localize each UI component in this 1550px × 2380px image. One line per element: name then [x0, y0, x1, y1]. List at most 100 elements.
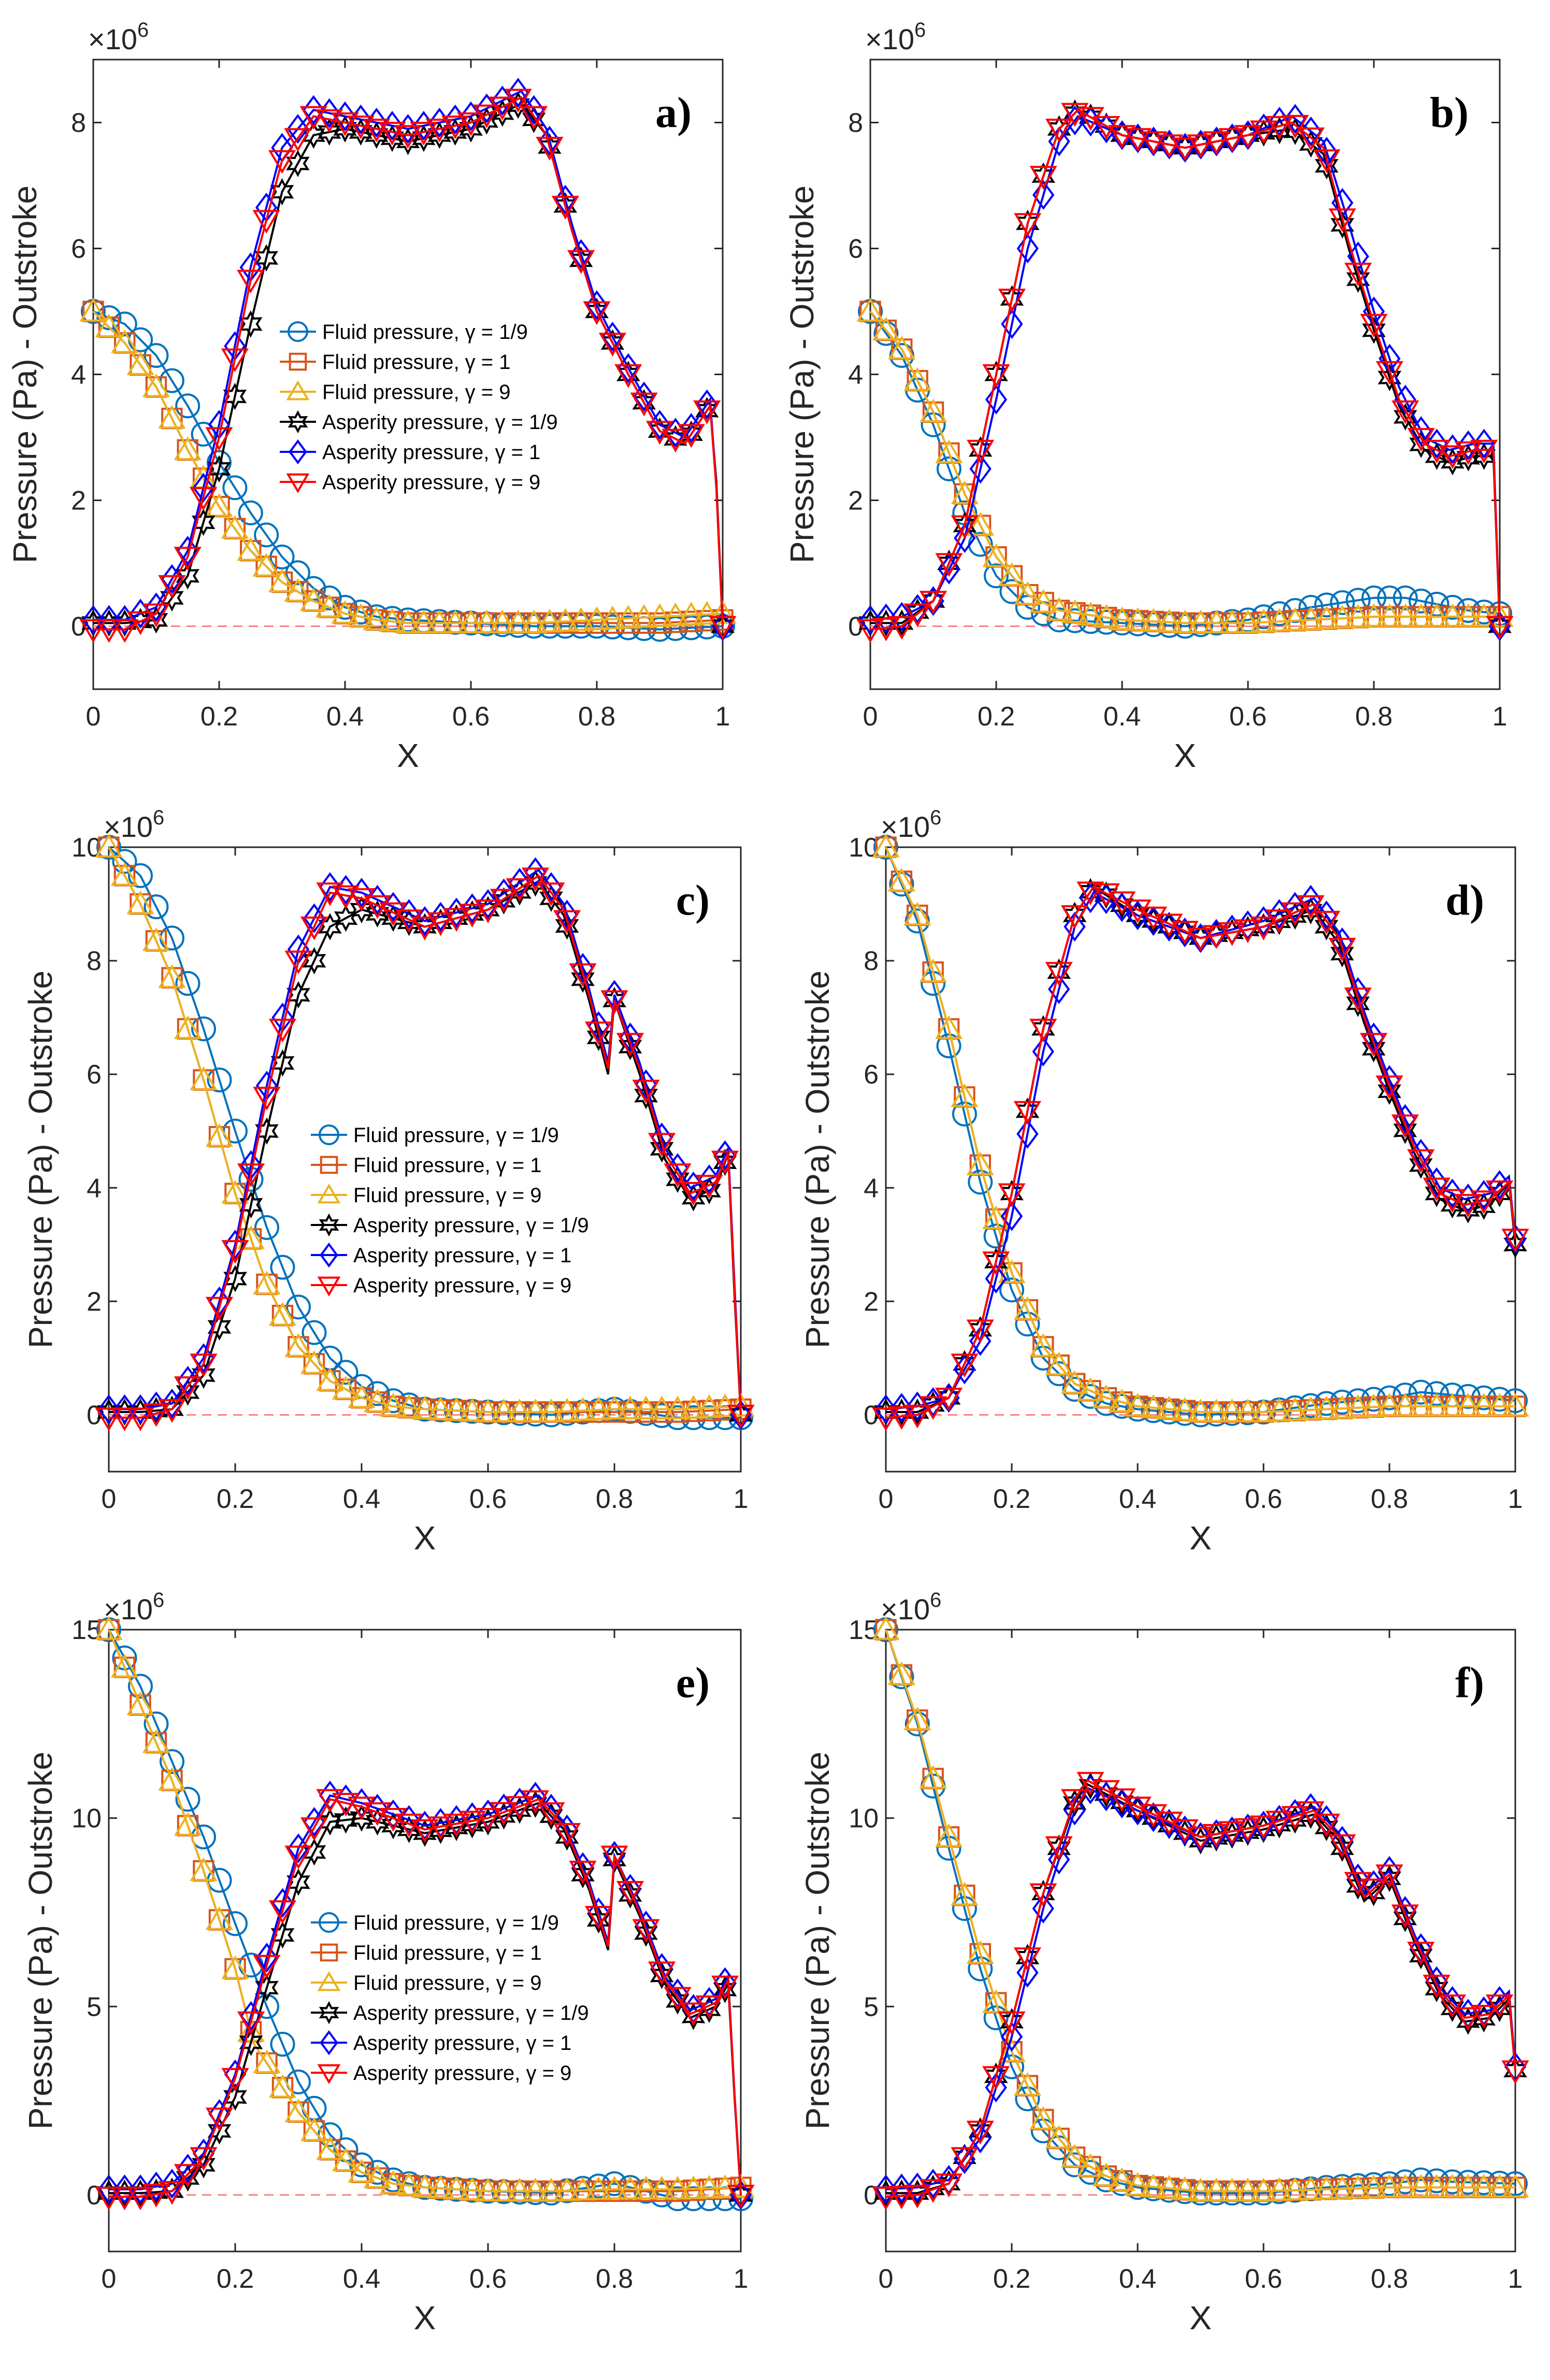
marker-triangle-up: [1281, 1397, 1309, 1421]
marker-triangle-up: [110, 862, 139, 886]
marker-square: [570, 612, 592, 634]
marker-hexagram: [666, 1987, 690, 2015]
marker-diamond: [891, 1393, 913, 1423]
panel-label: a): [655, 89, 692, 137]
marker-triangle-up: [95, 834, 123, 858]
marker-triangle-down: [919, 2179, 947, 2203]
marker-triangle-up: [1375, 1393, 1403, 1417]
marker-circle: [1314, 592, 1339, 618]
x-tick-label: 0.2: [217, 2264, 254, 2294]
legend-entry: Asperity pressure, γ = 1: [322, 441, 540, 464]
marker-triangle-down: [142, 2184, 170, 2208]
marker-circle: [1125, 611, 1151, 636]
marker-triangle-up: [887, 867, 915, 892]
marker-triangle-up: [998, 2038, 1026, 2062]
x-tick-label: 0.8: [596, 2264, 633, 2294]
marker-triangle-down: [1060, 905, 1089, 929]
x-tick-label: 0: [102, 1484, 117, 1514]
marker-triangle-down: [1186, 928, 1215, 952]
marker-triangle-up: [1061, 599, 1089, 623]
marker-triangle-up: [1470, 2174, 1498, 2198]
marker-triangle-down: [1407, 1942, 1435, 1965]
marker-triangle-down: [887, 2186, 915, 2210]
marker-hexagram: [288, 410, 308, 434]
marker-triangle-down: [935, 2173, 963, 2198]
marker-circle: [1015, 1312, 1040, 1337]
y-axis-label: Pressure (Pa) - Outstroke: [6, 186, 44, 563]
y-tick-label: 5: [87, 1992, 102, 2022]
marker-square: [619, 1401, 641, 1423]
marker-triangle-down: [1124, 128, 1152, 152]
marker-circle: [647, 617, 672, 642]
marker-circle: [160, 1749, 184, 1774]
marker-triangle-down: [158, 2181, 186, 2205]
marker-triangle-down: [1344, 262, 1372, 287]
axes-box: [108, 1629, 742, 2253]
y-tick-label: 4: [87, 1173, 102, 1203]
marker-triangle-down: [1281, 1806, 1309, 1830]
marker-triangle-up: [1202, 1399, 1230, 1422]
marker-triangle-up: [1328, 1395, 1356, 1419]
marker-triangle-down: [727, 1404, 755, 1429]
marker-diamond: [1016, 1958, 1039, 1988]
marker-hexagram: [192, 1361, 216, 1389]
marker-triangle-down: [110, 2186, 139, 2211]
marker-triangle-up: [982, 1989, 1010, 2013]
marker-triangle-down: [1281, 115, 1309, 139]
marker-triangle-up: [1439, 603, 1467, 627]
marker-triangle-up: [442, 2176, 470, 2200]
marker-triangle-down: [506, 878, 534, 902]
marker-diamond: [271, 1888, 294, 1918]
marker-triangle-up: [1045, 597, 1073, 621]
marker-triangle-down: [284, 950, 312, 975]
y-scale-exponent: 6: [137, 19, 149, 41]
marker-triangle-down: [693, 400, 721, 424]
marker-triangle-down: [584, 1906, 613, 1930]
marker-triangle-down: [677, 424, 705, 448]
marker-triangle-up: [332, 2147, 360, 2172]
marker-triangle-up: [1391, 2174, 1419, 2198]
marker-triangle-down: [126, 611, 154, 635]
marker-triangle-up: [1139, 1394, 1167, 1418]
marker-triangle-up: [1140, 608, 1168, 632]
marker-hexagram: [555, 1823, 579, 1851]
series-line: [885, 1629, 1516, 2194]
marker-triangle-up: [458, 2176, 486, 2201]
marker-hexagram: [1472, 1192, 1496, 1220]
marker-triangle-up: [1234, 1399, 1262, 1422]
marker-circle: [270, 2032, 295, 2057]
marker-triangle-down: [966, 2120, 994, 2145]
series-line: [109, 868, 742, 1415]
legend-entry: Fluid pressure, γ = 9: [353, 1184, 542, 1207]
x-tick-label: 0: [102, 2264, 117, 2294]
marker-circle: [1393, 585, 1418, 610]
marker-triangle-up: [1139, 2173, 1167, 2198]
marker-triangle-up: [1187, 609, 1215, 634]
marker-triangle-up: [584, 2176, 613, 2200]
marker-hexagram: [697, 1177, 721, 1205]
marker-triangle-up: [935, 1823, 963, 1847]
marker-triangle-down: [1391, 1114, 1419, 1138]
marker-triangle-up: [411, 1395, 439, 1420]
marker-triangle-up: [111, 329, 139, 353]
marker-triangle-up: [1265, 2177, 1293, 2201]
marker-hexagram: [286, 150, 310, 177]
marker-triangle-up: [1171, 2176, 1199, 2200]
marker-triangle-up: [1266, 608, 1294, 632]
marker-circle: [936, 1033, 961, 1059]
y-tick-label: 2: [848, 486, 863, 516]
marker-triangle-down: [553, 1823, 581, 1847]
marker-triangle-down: [411, 1819, 439, 1843]
marker-triangle-down: [903, 2185, 931, 2208]
marker-triangle-down: [1297, 895, 1325, 919]
marker-diamond: [874, 1394, 897, 1424]
marker-hexagram: [522, 106, 546, 133]
marker-triangle-up: [1281, 2176, 1309, 2201]
marker-triangle-up: [158, 1766, 186, 1791]
marker-hexagram: [1314, 1814, 1339, 1842]
marker-triangle-down: [1202, 131, 1230, 155]
marker-triangle-up: [1108, 606, 1136, 630]
marker-triangle-down: [1470, 2005, 1498, 2029]
